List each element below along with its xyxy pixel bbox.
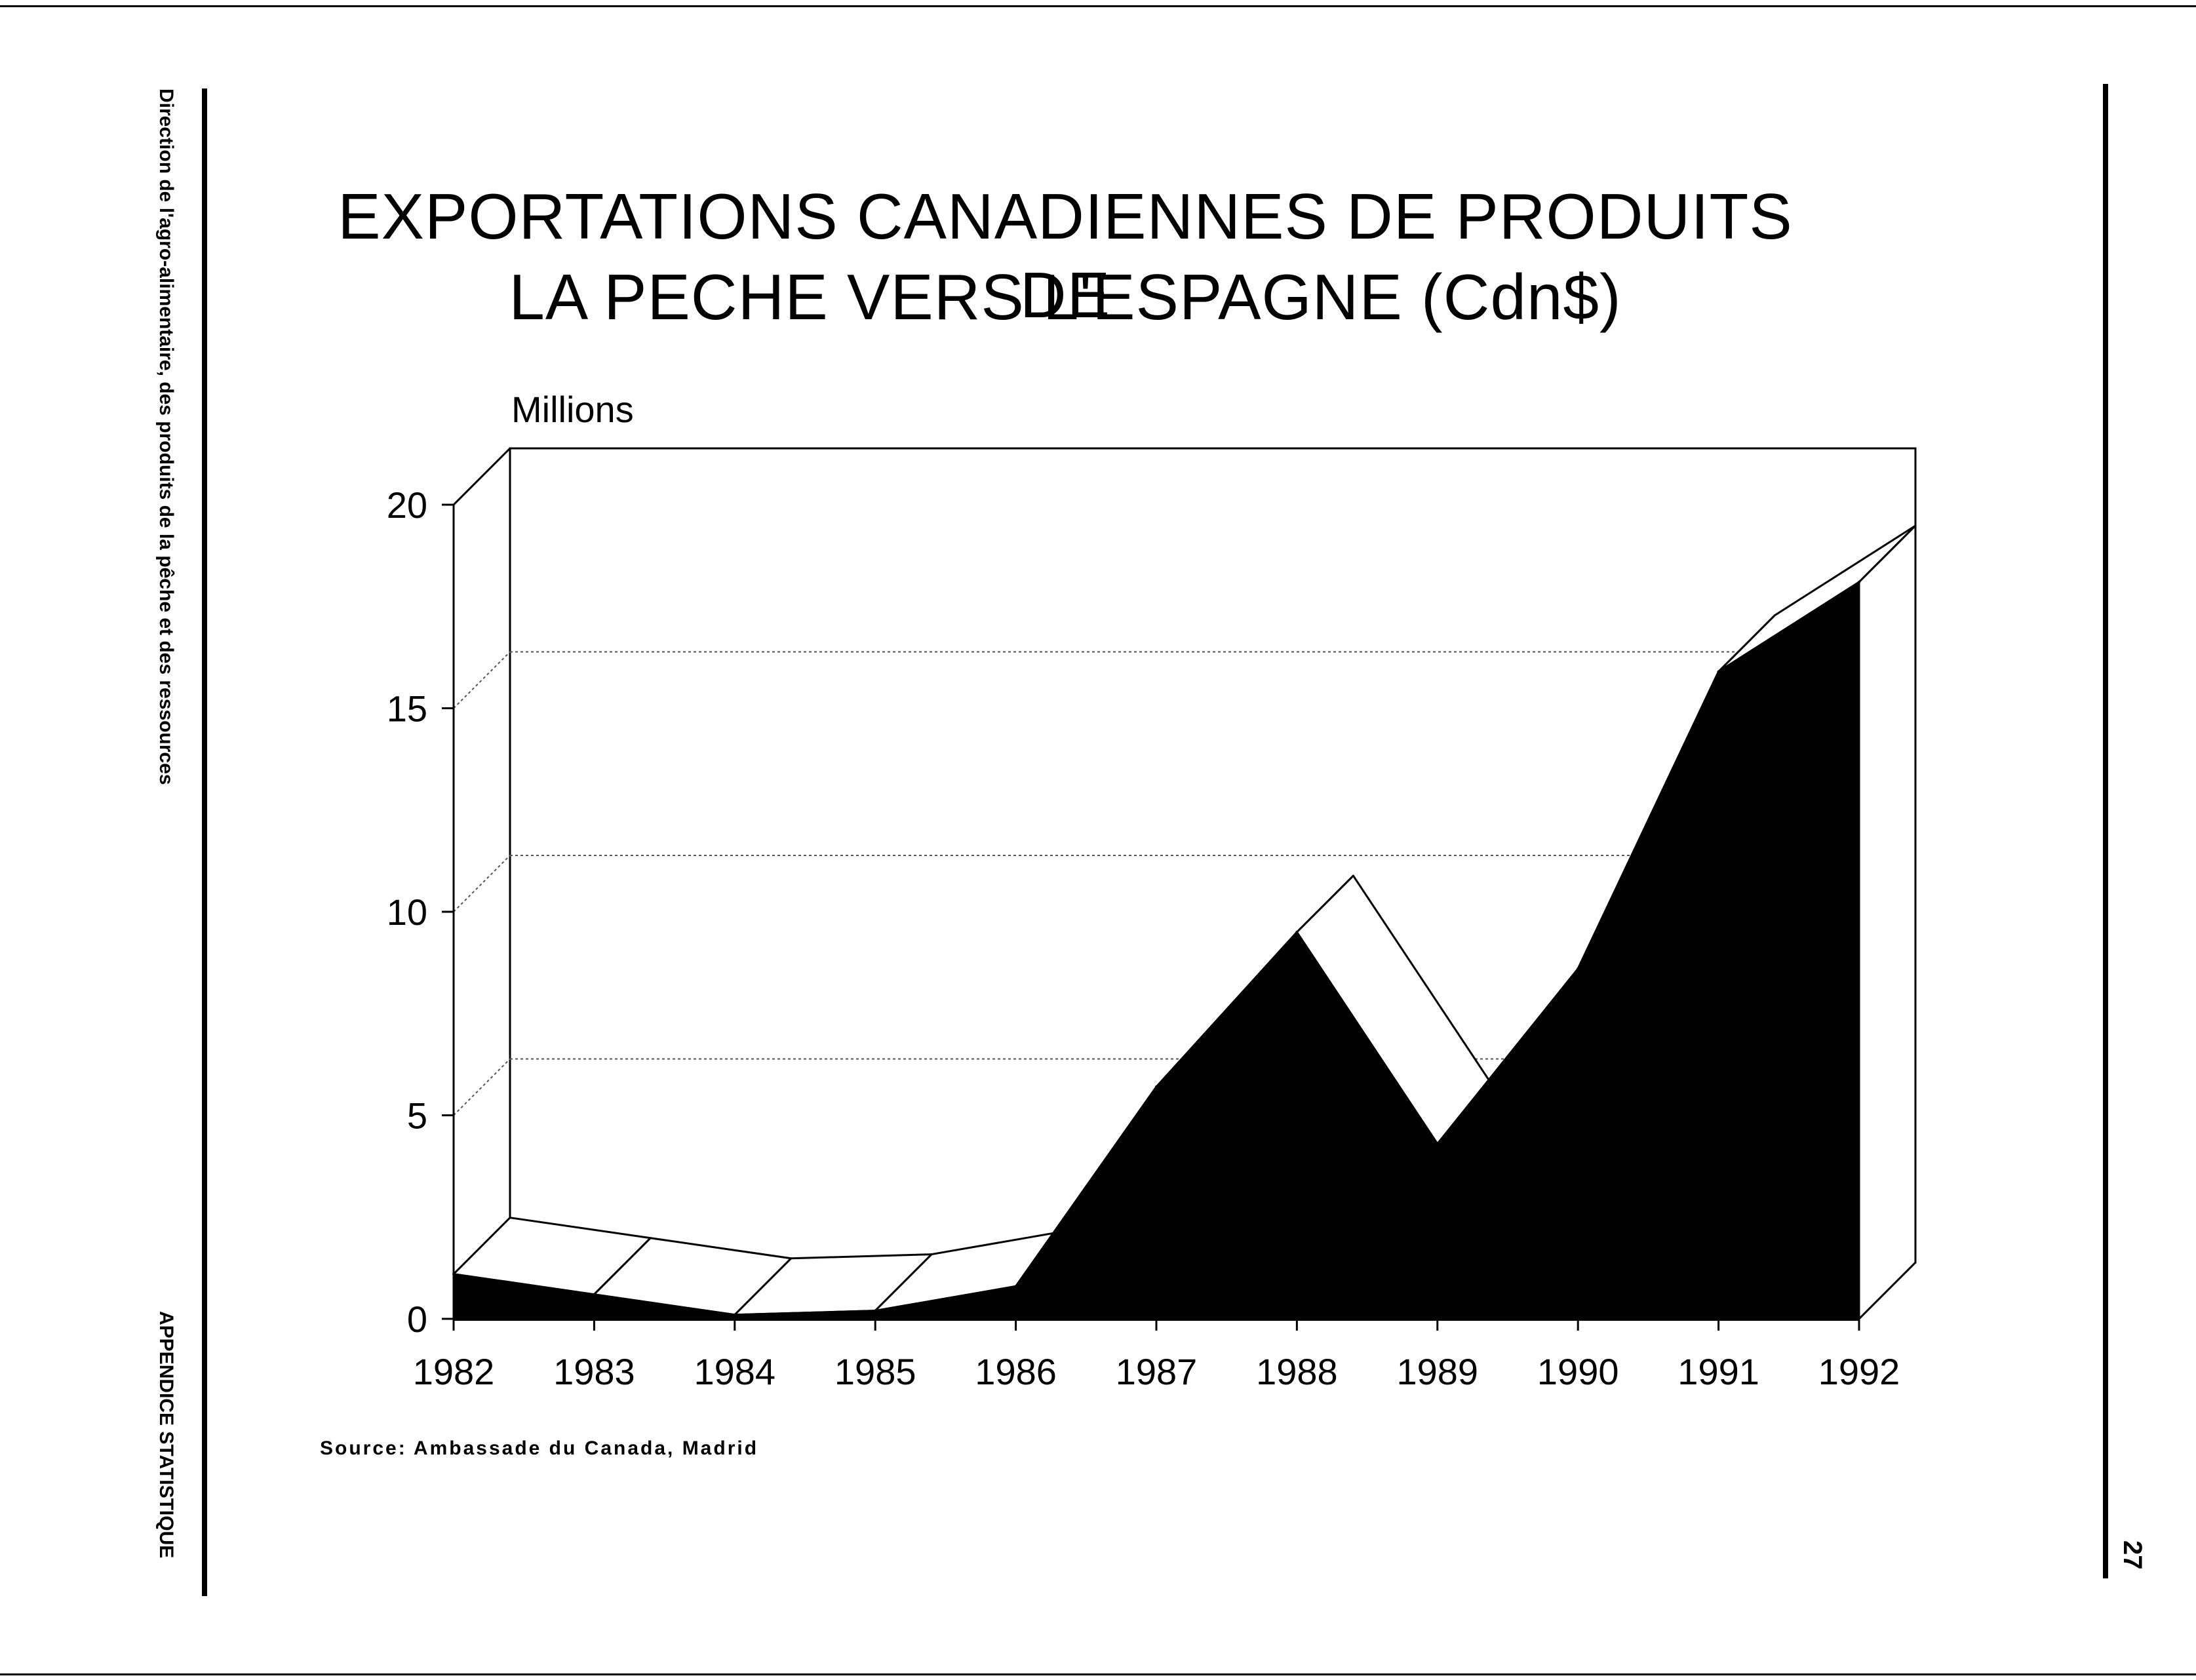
y-tick-label-15: 15 bbox=[387, 688, 427, 730]
x-tick-label-1992: 1992 bbox=[1818, 1351, 1900, 1392]
right-margin-rule bbox=[2103, 84, 2108, 1578]
chart-area-series bbox=[452, 523, 1917, 1321]
x-tick-label-1982: 1982 bbox=[413, 1351, 495, 1392]
x-tick-label-1990: 1990 bbox=[1537, 1351, 1619, 1392]
data-point-1984 bbox=[733, 1313, 736, 1316]
x-tick-label-1991: 1991 bbox=[1677, 1351, 1759, 1392]
x-tick-label-1983: 1983 bbox=[553, 1351, 635, 1392]
data-point-1992 bbox=[1858, 580, 1860, 583]
gridline-side-10 bbox=[453, 855, 511, 912]
data-point-1989 bbox=[1436, 1142, 1439, 1145]
chart-title-line-1: EXPORTATIONS CANADIENNES DE PRODUITS DE bbox=[338, 180, 1793, 331]
left-margin-rule bbox=[202, 88, 207, 1596]
top-border-line bbox=[0, 5, 2196, 7]
y-axis-unit-label: Millions bbox=[511, 389, 634, 430]
y-tick-label-20: 20 bbox=[387, 484, 427, 526]
x-tick-label-1984: 1984 bbox=[694, 1351, 776, 1392]
data-point-1988 bbox=[1295, 931, 1299, 934]
gridline-side-5 bbox=[453, 1058, 511, 1116]
y-tick-label-10: 10 bbox=[387, 891, 427, 933]
data-point-1987 bbox=[1155, 1085, 1158, 1089]
data-point-1985 bbox=[874, 1309, 877, 1312]
y-tick-label-0: 0 bbox=[407, 1299, 427, 1340]
bottom-border-line bbox=[0, 1673, 2196, 1675]
data-point-1986 bbox=[1014, 1285, 1017, 1288]
source-note: Source: Ambassade du Canada, Madrid bbox=[320, 1437, 759, 1459]
area-end-face bbox=[1858, 523, 1917, 1321]
data-point-1991 bbox=[1717, 670, 1720, 673]
chart-title-line-2: LA PECHE VERS L'ESPAGNE (Cdn$) bbox=[509, 261, 1622, 333]
data-point-1990 bbox=[1577, 967, 1580, 970]
x-tick-label-1986: 1986 bbox=[975, 1351, 1057, 1392]
x-tick-label-1985: 1985 bbox=[834, 1351, 916, 1392]
chart-axes: 0 5 10 15 20 1982 1983 1984 1985 1986 1987 1988 1989… bbox=[387, 484, 1900, 1392]
x-tick-label-1989: 1989 bbox=[1397, 1351, 1479, 1392]
y-tick-label-5: 5 bbox=[407, 1095, 427, 1137]
x-tick-label-1987: 1987 bbox=[1116, 1351, 1198, 1392]
x-tick-label-1988: 1988 bbox=[1256, 1351, 1338, 1392]
area-front-fill bbox=[452, 580, 1860, 1320]
gridline-side-15 bbox=[453, 651, 511, 709]
data-point-1983 bbox=[593, 1293, 596, 1296]
wall-top-left-edge bbox=[452, 447, 511, 506]
